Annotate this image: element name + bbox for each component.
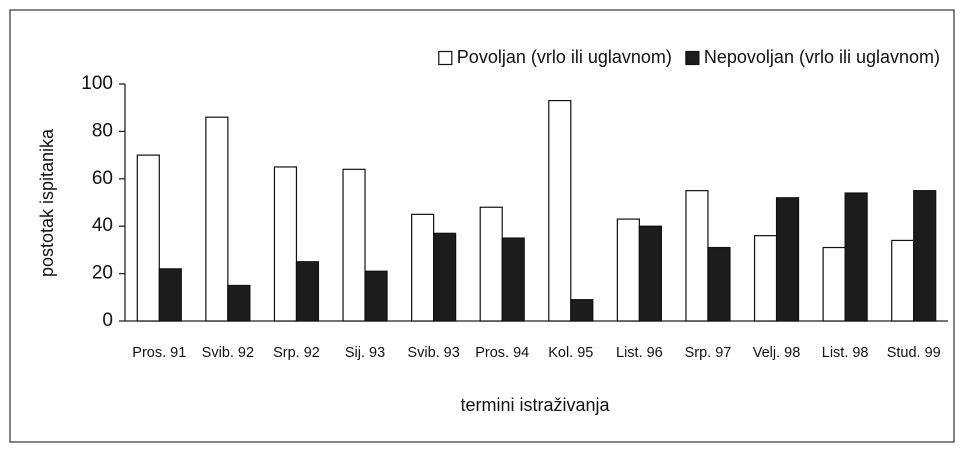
legend-label: Povoljan (vrlo ili uglavnom): [457, 47, 672, 67]
bar: [273, 166, 298, 322]
bar: [501, 237, 525, 322]
bar: [685, 190, 709, 322]
bar: [775, 197, 800, 322]
x-tick-label: Srp. 97: [685, 345, 732, 361]
bar: [753, 235, 778, 322]
bar: [479, 206, 503, 322]
bar: [295, 261, 320, 322]
y-tick-label: 0: [102, 310, 113, 331]
bar: [891, 239, 915, 322]
x-tick-label: Svib. 93: [407, 345, 459, 361]
bar: [411, 213, 435, 322]
chart-frame: [9, 9, 955, 443]
bar: [227, 284, 251, 322]
y-tick-label: 60: [92, 168, 113, 189]
y-axis-label: postotak ispitanika: [37, 128, 57, 277]
x-tick-label: Srp. 92: [273, 345, 320, 361]
bar: [158, 268, 182, 322]
x-tick-label: List. 98: [822, 345, 869, 361]
y-tick-label: 20: [92, 263, 113, 284]
y-tick-label: 80: [92, 120, 113, 141]
bar: [913, 190, 937, 322]
x-tick-label: Velj. 98: [753, 345, 801, 361]
bar: [638, 225, 662, 322]
bar: [205, 116, 229, 322]
bar: [433, 232, 457, 322]
x-tick-label: Svib. 92: [202, 345, 254, 361]
y-tick-label: 100: [81, 73, 113, 94]
legend-swatch: [685, 50, 700, 66]
y-tick-label: 40: [92, 215, 113, 236]
x-tick-label: Pros. 94: [475, 345, 529, 361]
x-tick-label: List. 96: [616, 345, 663, 361]
bar: [616, 218, 640, 322]
legend-label: Nepovoljan (vrlo ili uglavnom): [704, 47, 940, 67]
bar: [548, 99, 572, 322]
x-axis-label: termini istraživanja: [460, 395, 610, 415]
bar: [844, 192, 868, 322]
bar: [707, 246, 731, 322]
legend-swatch: [438, 50, 453, 66]
bar: [136, 154, 160, 322]
x-tick-label: Stud. 99: [887, 345, 941, 361]
bar: [570, 299, 594, 322]
bar: [822, 246, 846, 322]
x-tick-label: Pros. 91: [132, 345, 186, 361]
bar: [342, 168, 366, 322]
bar: [364, 270, 388, 322]
x-tick-label: Kol. 95: [548, 345, 593, 361]
x-tick-label: Sij. 93: [345, 345, 385, 361]
